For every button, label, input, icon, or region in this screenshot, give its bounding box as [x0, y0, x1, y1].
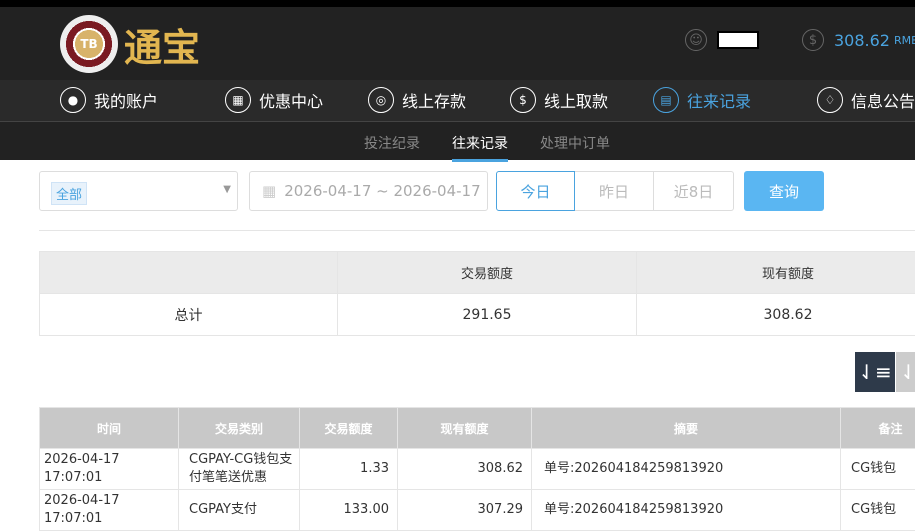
bell-icon: ♢ [817, 87, 843, 113]
header: TB 通宝 ☺ $ 308.62 RMB [0, 7, 915, 80]
cell-amount: 1.33 [300, 449, 398, 490]
cell-note: CG钱包 [841, 490, 915, 531]
username-redacted [717, 31, 759, 49]
cell-balance: 307.29 [398, 490, 532, 531]
nav-announcements[interactable]: ♢ 信息公告 [817, 87, 915, 113]
top-strip [0, 0, 915, 7]
summary-header-cell [40, 252, 338, 294]
cell-amount: 133.00 [300, 490, 398, 531]
cell-summary: 单号:202604184259813920 [532, 449, 841, 490]
nav-label: 信息公告 [851, 88, 915, 112]
nav-my-account[interactable]: ● 我的账户 [60, 87, 158, 113]
main-nav: ● 我的账户 ▦ 优惠中心 ◎ 线上存款 $ 线上取款 ▤ 往来记录 ♢ 信息公告 [0, 80, 915, 122]
table-row: 2026-04-17 17:07:01 CGPAY支付 133.00 307.2… [40, 490, 915, 531]
last-8-days-button[interactable]: 近8日 [654, 171, 734, 211]
nav-label: 往来记录 [687, 88, 751, 112]
cell-time: 2026-04-17 17:07:01 [40, 449, 179, 490]
cell-balance: 308.62 [398, 449, 532, 490]
nav-promotions[interactable]: ▦ 优惠中心 [225, 87, 323, 113]
dollar-icon: $ [802, 29, 824, 51]
yesterday-button[interactable]: 昨日 [575, 171, 654, 211]
header-type: 交易类别 [179, 408, 300, 449]
nav-label: 线上存款 [402, 88, 466, 112]
summary-header-cell: 交易额度 [338, 252, 637, 294]
today-button[interactable]: 今日 [496, 171, 575, 211]
balance-currency: RMB [894, 34, 915, 47]
gift-icon: ▦ [225, 87, 251, 113]
header-note: 备注 [841, 408, 915, 449]
type-tag: 全部 [51, 182, 87, 205]
cell-type: CGPAY支付 [179, 490, 300, 531]
date-range-input[interactable]: ▦ 2026-04-17 ~ 2026-04-17 [249, 171, 488, 211]
user-icon: ● [60, 87, 86, 113]
user-icon: ☺ [685, 29, 707, 51]
type-select[interactable]: 全部 ▼ [39, 171, 238, 211]
cell-time: 2026-04-17 17:07:01 [40, 490, 179, 531]
user-info[interactable]: ☺ [685, 29, 759, 51]
header-time: 时间 [40, 408, 179, 449]
date-range-value: 2026-04-17 ~ 2026-04-17 [284, 182, 480, 200]
balance-amount: 308.62 [834, 31, 890, 50]
record-icon: ▤ [653, 87, 679, 113]
records-table: 时间 交易类别 交易额度 现有额度 摘要 备注 2026-04-17 17:07… [39, 407, 915, 531]
logo-chip-icon: TB [60, 15, 118, 73]
nav-withdraw[interactable]: $ 线上取款 [510, 87, 608, 113]
chevron-down-icon: ▼ [223, 184, 231, 195]
withdraw-icon: $ [510, 87, 536, 113]
sub-nav: 投注纪录 往来记录 处理中订单 [0, 122, 915, 160]
summary-header-cell: 现有额度 [637, 252, 915, 294]
cell-note: CG钱包 [841, 449, 915, 490]
sort-desc-button[interactable]: ⇃≡ [855, 352, 895, 392]
summary-cell: 308.62 [637, 294, 915, 336]
summary-cell: 291.65 [338, 294, 637, 336]
deposit-icon: ◎ [368, 87, 394, 113]
summary-cell: 总计 [40, 294, 338, 336]
summary-table: 交易额度 现有额度 总计 291.65 308.62 [39, 251, 915, 336]
nav-label: 线上取款 [544, 88, 608, 112]
cell-type: CGPAY-CG钱包支付笔笔送优惠 [179, 449, 300, 490]
table-row: 2026-04-17 17:07:01 CGPAY-CG钱包支付笔笔送优惠 1.… [40, 449, 915, 490]
search-button[interactable]: 查询 [744, 171, 824, 211]
header-amount: 交易额度 [300, 408, 398, 449]
tab-bet-records[interactable]: 投注纪录 [364, 133, 420, 153]
logo[interactable]: TB 通宝 [60, 15, 200, 73]
nav-label: 我的账户 [94, 88, 158, 112]
sort-asc-button[interactable]: ⇃≡ [896, 352, 915, 392]
tab-transaction-records[interactable]: 往来记录 [452, 133, 508, 153]
nav-records[interactable]: ▤ 往来记录 [653, 87, 751, 113]
header-balance: 现有额度 [398, 408, 532, 449]
nav-deposit[interactable]: ◎ 线上存款 [368, 87, 466, 113]
tab-pending-orders[interactable]: 处理中订单 [540, 133, 610, 153]
records-header: 时间 交易类别 交易额度 现有额度 摘要 备注 [40, 408, 915, 449]
calendar-icon: ▦ [262, 182, 276, 200]
summary-header: 交易额度 现有额度 [40, 252, 915, 294]
nav-label: 优惠中心 [259, 88, 323, 112]
cell-summary: 单号:202604184259813920 [532, 490, 841, 531]
summary-row: 总计 291.65 308.62 [40, 294, 915, 336]
divider [39, 230, 915, 231]
header-summary: 摘要 [532, 408, 841, 449]
logo-text: 通宝 [124, 17, 200, 72]
balance: $ 308.62 RMB [802, 29, 915, 51]
